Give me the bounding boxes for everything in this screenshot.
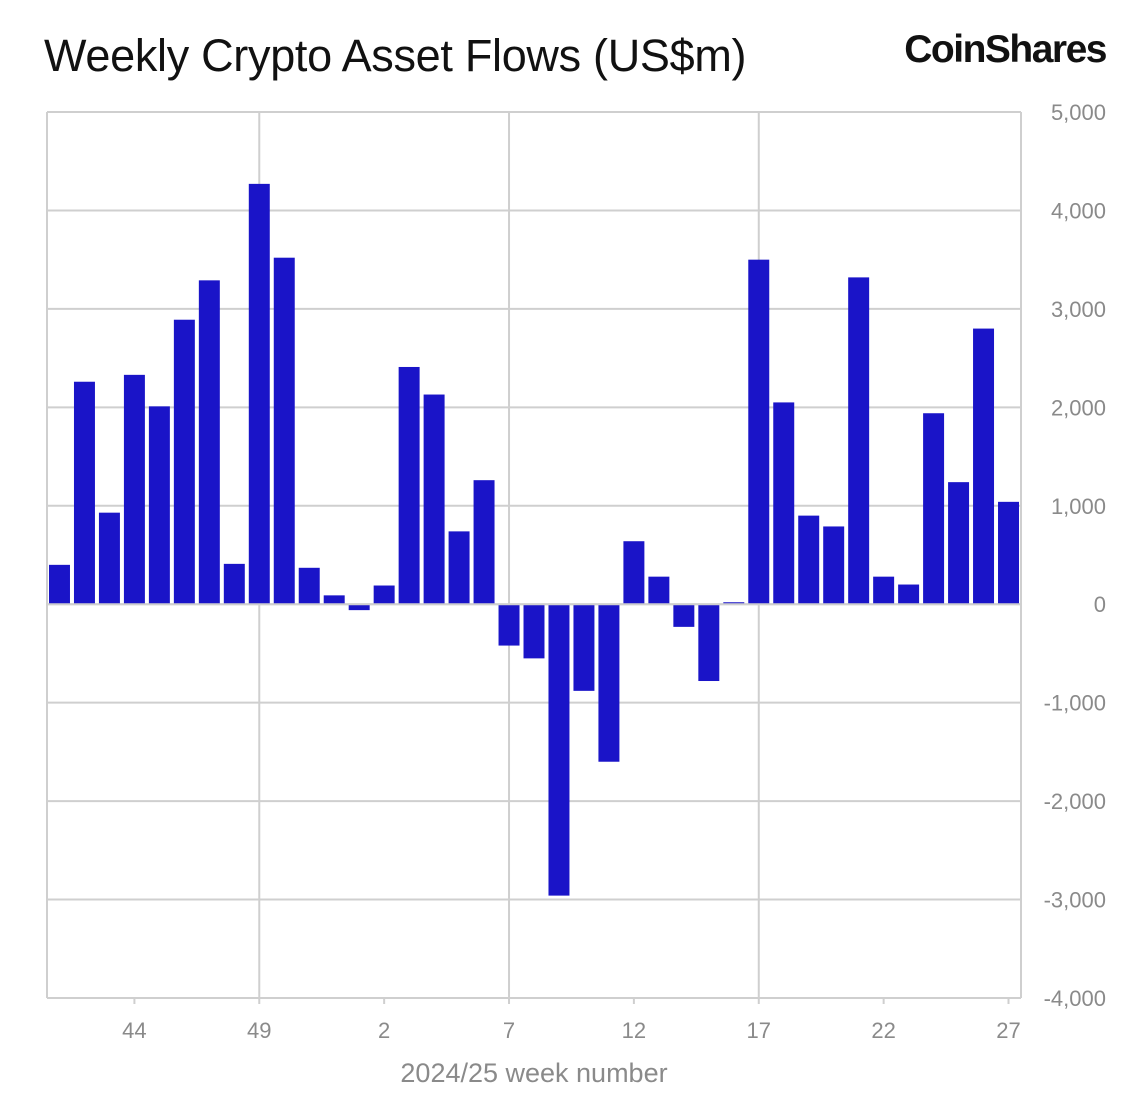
bar-week-15 (698, 604, 720, 682)
bar-week-13 (648, 576, 670, 605)
bar-layer (47, 183, 1021, 896)
bar-week-4 (423, 394, 445, 605)
x-axis-label: 2024/25 week number (400, 1058, 667, 1088)
bar-week-17 (748, 259, 770, 605)
y-tick-label: 4,000 (1051, 198, 1106, 223)
bar-week-47 (198, 280, 220, 605)
bar-week-8 (523, 604, 545, 659)
x-tick-label: 12 (622, 1018, 646, 1043)
y-tick-label: 1,000 (1051, 494, 1106, 519)
bar-week-14 (673, 604, 695, 627)
x-tick-label: 22 (871, 1018, 895, 1043)
bar-week-24 (923, 413, 945, 605)
bar-week-22 (873, 576, 895, 605)
y-tick-label: -2,000 (1044, 789, 1106, 814)
y-axis-ticks: 5,000 4,000 3,000 2,000 1,000 0 -1,000 -2,000 -3… (1044, 100, 1106, 1011)
bar-week-12 (623, 541, 645, 605)
bar-week-7 (498, 604, 520, 646)
bar-week-5 (448, 531, 470, 605)
y-tick-label: 2,000 (1051, 395, 1106, 420)
bar-week-49 (248, 183, 270, 605)
bar-week-45 (148, 406, 170, 605)
bar-week-3 (398, 366, 420, 605)
y-tick-label: -3,000 (1044, 888, 1106, 913)
bar-week-44 (123, 374, 145, 605)
x-tick-label: 2 (378, 1018, 390, 1043)
x-tick-label: 27 (996, 1018, 1020, 1043)
bar-week-11 (598, 604, 620, 762)
bar-week-1 (348, 604, 370, 611)
bar-week-27 (998, 501, 1020, 605)
bar-week-46 (173, 319, 195, 605)
chart-title: Weekly Crypto Asset Flows (US$m) (44, 30, 747, 81)
bar-week-23 (898, 584, 920, 605)
bar-week-18 (773, 402, 795, 605)
y-tick-label: 5,000 (1051, 100, 1106, 125)
bar-week-2 (373, 585, 395, 605)
bar-week-9 (548, 604, 570, 896)
bar-week-52 (323, 595, 345, 605)
bar-week-43 (98, 512, 120, 605)
bar-week-20 (823, 526, 845, 605)
bar-week-10 (573, 604, 595, 691)
x-tick-label: 17 (747, 1018, 771, 1043)
x-tick-label: 44 (122, 1018, 146, 1043)
bar-week-42 (73, 381, 95, 605)
y-tick-label: 3,000 (1051, 297, 1106, 322)
bar-week-26 (973, 328, 995, 605)
y-tick-label: 0 (1094, 592, 1106, 617)
bar-week-51 (298, 567, 320, 605)
y-tick-label: -1,000 (1044, 691, 1106, 716)
coinshares-logo: CoinShares (904, 28, 1107, 71)
bar-week-19 (798, 515, 820, 605)
y-tick-label: -4,000 (1044, 986, 1106, 1011)
bar-week-25 (948, 482, 970, 605)
bar-week-21 (848, 277, 870, 605)
x-tick-label: 49 (247, 1018, 271, 1043)
x-axis-ticks: 44 49 2 7 12 17 22 27 (122, 998, 1021, 1043)
bar-week-50 (273, 257, 295, 605)
bar-week-6 (473, 480, 495, 605)
bar-week-41 (48, 564, 70, 605)
bar-week-48 (223, 563, 245, 605)
x-tick-label: 7 (503, 1018, 515, 1043)
